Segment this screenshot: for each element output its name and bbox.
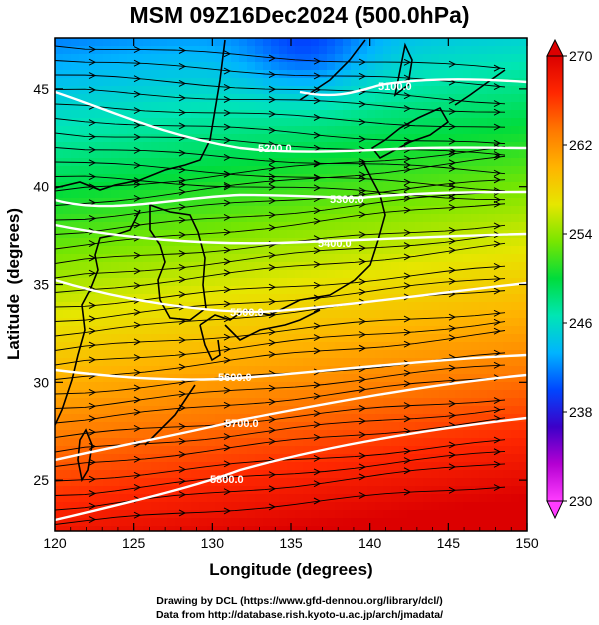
credit-drawing: Drawing by DCL (https://www.gfd-dennou.o… bbox=[156, 595, 443, 607]
contour-label: 5300.0 bbox=[330, 194, 364, 206]
x-tick-label: 120 bbox=[43, 535, 67, 551]
height-contour bbox=[55, 353, 527, 381]
contour-label: 5600.0 bbox=[218, 372, 252, 384]
credit-data: Data from http://database.rish.kyoto-u.a… bbox=[155, 609, 444, 621]
figure-title: MSM 09Z16Dec2024 (500.0hPa) bbox=[129, 2, 470, 28]
contour-label: 5800.0 bbox=[210, 474, 244, 486]
x-tick-label: 125 bbox=[122, 535, 146, 551]
y-tick-label: 30 bbox=[33, 374, 49, 390]
y-tick-label: 25 bbox=[33, 472, 49, 488]
y-axis: 25 30 35 40 45 bbox=[33, 81, 527, 488]
y-tick-label: 45 bbox=[33, 81, 49, 97]
contour-label: 5400.0 bbox=[318, 238, 352, 250]
colorbar-tick-label: 254 bbox=[569, 226, 593, 242]
wind-streamlines bbox=[55, 45, 506, 525]
colorbar-tick-label: 262 bbox=[569, 137, 593, 153]
height-contours bbox=[55, 78, 527, 522]
height-contour bbox=[299, 78, 527, 97]
height-contour bbox=[55, 373, 527, 462]
y-tick-label: 40 bbox=[33, 179, 49, 195]
colorbar-tick-label: 230 bbox=[569, 493, 593, 509]
colorbar-max-arrow bbox=[546, 38, 564, 57]
x-axis-label: Longitude (degrees) bbox=[209, 560, 372, 579]
contour-label: 5100.0 bbox=[378, 81, 412, 93]
y-tick-label: 35 bbox=[33, 277, 49, 293]
colorbar-tick-label: 246 bbox=[569, 315, 593, 331]
x-tick-label: 130 bbox=[201, 535, 225, 551]
colorbar-tick-label: 238 bbox=[569, 404, 593, 420]
colorbar-body bbox=[546, 55, 564, 502]
x-tick-label: 140 bbox=[358, 535, 382, 551]
x-tick-label: 150 bbox=[515, 535, 539, 551]
contour-label: 5700.0 bbox=[225, 418, 259, 430]
x-tick-label: 145 bbox=[437, 535, 461, 551]
colorbar-tick-label: 270 bbox=[569, 48, 593, 64]
x-tick-label: 135 bbox=[279, 535, 303, 551]
height-contour bbox=[55, 416, 527, 522]
x-axis: 120 125 130 135 140 145 150 bbox=[43, 38, 539, 551]
contour-labels: 5100.0 5200.0 5300.0 5400.0 5500.0 5600.0 5700… bbox=[210, 81, 412, 486]
contour-label: 5500.0 bbox=[230, 307, 264, 319]
temperature-field bbox=[55, 38, 527, 531]
height-contour bbox=[55, 90, 527, 153]
y-axis-label: Latitude (degrees) bbox=[4, 208, 23, 360]
colorbar: 230 238 246 254 262 270 bbox=[546, 38, 593, 520]
colorbar-min-arrow bbox=[546, 500, 564, 520]
height-contour bbox=[55, 223, 527, 245]
height-contour bbox=[55, 190, 527, 208]
height-contour bbox=[55, 278, 527, 314]
contour-label: 5200.0 bbox=[258, 143, 292, 155]
